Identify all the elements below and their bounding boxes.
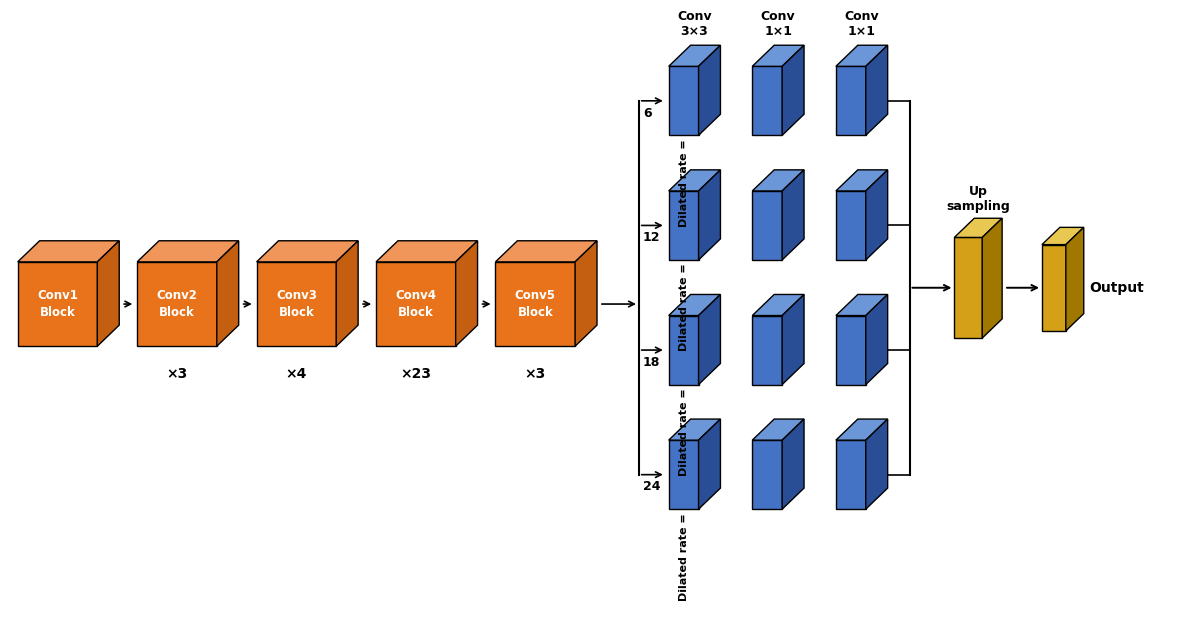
Polygon shape	[782, 294, 804, 384]
Polygon shape	[575, 241, 598, 346]
Polygon shape	[865, 170, 888, 260]
Polygon shape	[836, 45, 888, 66]
Polygon shape	[698, 170, 720, 260]
Polygon shape	[865, 419, 888, 509]
Polygon shape	[496, 241, 598, 262]
Text: Output: Output	[1090, 281, 1145, 294]
Text: ×23: ×23	[401, 367, 431, 381]
Polygon shape	[836, 66, 865, 135]
Polygon shape	[752, 294, 804, 316]
Polygon shape	[1042, 228, 1084, 245]
Polygon shape	[782, 45, 804, 135]
Polygon shape	[217, 241, 239, 346]
Text: 24: 24	[643, 480, 660, 494]
Polygon shape	[836, 440, 865, 509]
Polygon shape	[336, 241, 358, 346]
Text: Conv4
Block: Conv4 Block	[395, 289, 437, 319]
Polygon shape	[668, 294, 720, 316]
Polygon shape	[257, 241, 358, 262]
Text: Dilated rate =: Dilated rate =	[679, 513, 689, 601]
Text: Conv
1×1: Conv 1×1	[761, 9, 796, 38]
Text: 18: 18	[643, 356, 660, 369]
Polygon shape	[376, 241, 478, 262]
Polygon shape	[836, 191, 865, 260]
Polygon shape	[698, 419, 720, 509]
Text: Conv
3×3: Conv 3×3	[677, 9, 712, 38]
Polygon shape	[137, 262, 217, 346]
Polygon shape	[865, 45, 888, 135]
Polygon shape	[97, 241, 119, 346]
Polygon shape	[752, 191, 782, 260]
Polygon shape	[836, 419, 888, 440]
Text: Dilated rate =: Dilated rate =	[679, 388, 689, 476]
Text: 12: 12	[643, 231, 660, 244]
Text: Dilated rate =: Dilated rate =	[679, 264, 689, 352]
Text: Conv3
Block: Conv3 Block	[276, 289, 317, 319]
Polygon shape	[752, 316, 782, 384]
Polygon shape	[865, 294, 888, 384]
Polygon shape	[376, 262, 456, 346]
Polygon shape	[668, 440, 698, 509]
Text: Conv5
Block: Conv5 Block	[515, 289, 556, 319]
Text: Conv
1×1: Conv 1×1	[845, 9, 880, 38]
Text: Up
sampling: Up sampling	[947, 185, 1010, 213]
Text: 6: 6	[643, 107, 652, 120]
Polygon shape	[1066, 228, 1084, 331]
Polygon shape	[752, 66, 782, 135]
Polygon shape	[752, 440, 782, 509]
Polygon shape	[668, 66, 698, 135]
Polygon shape	[836, 294, 888, 316]
Text: ×4: ×4	[286, 367, 307, 381]
Polygon shape	[782, 419, 804, 509]
Text: ×3: ×3	[524, 367, 546, 381]
Polygon shape	[836, 316, 865, 384]
Polygon shape	[257, 262, 336, 346]
Polygon shape	[496, 262, 575, 346]
Polygon shape	[18, 241, 119, 262]
Polygon shape	[752, 45, 804, 66]
Polygon shape	[836, 170, 888, 191]
Polygon shape	[668, 316, 698, 384]
Polygon shape	[456, 241, 478, 346]
Polygon shape	[698, 294, 720, 384]
Polygon shape	[668, 419, 720, 440]
Polygon shape	[668, 170, 720, 191]
Polygon shape	[18, 262, 97, 346]
Polygon shape	[983, 218, 1002, 338]
Polygon shape	[1042, 245, 1066, 331]
Polygon shape	[782, 170, 804, 260]
Polygon shape	[954, 218, 1002, 237]
Text: Conv2
Block: Conv2 Block	[156, 289, 198, 319]
Polygon shape	[954, 237, 983, 338]
Polygon shape	[698, 45, 720, 135]
Polygon shape	[668, 45, 720, 66]
Text: Dilated rate =: Dilated rate =	[679, 139, 689, 227]
Polygon shape	[668, 191, 698, 260]
Polygon shape	[137, 241, 239, 262]
Polygon shape	[752, 170, 804, 191]
Text: ×3: ×3	[167, 367, 187, 381]
Text: Conv1
Block: Conv1 Block	[37, 289, 78, 319]
Polygon shape	[752, 419, 804, 440]
